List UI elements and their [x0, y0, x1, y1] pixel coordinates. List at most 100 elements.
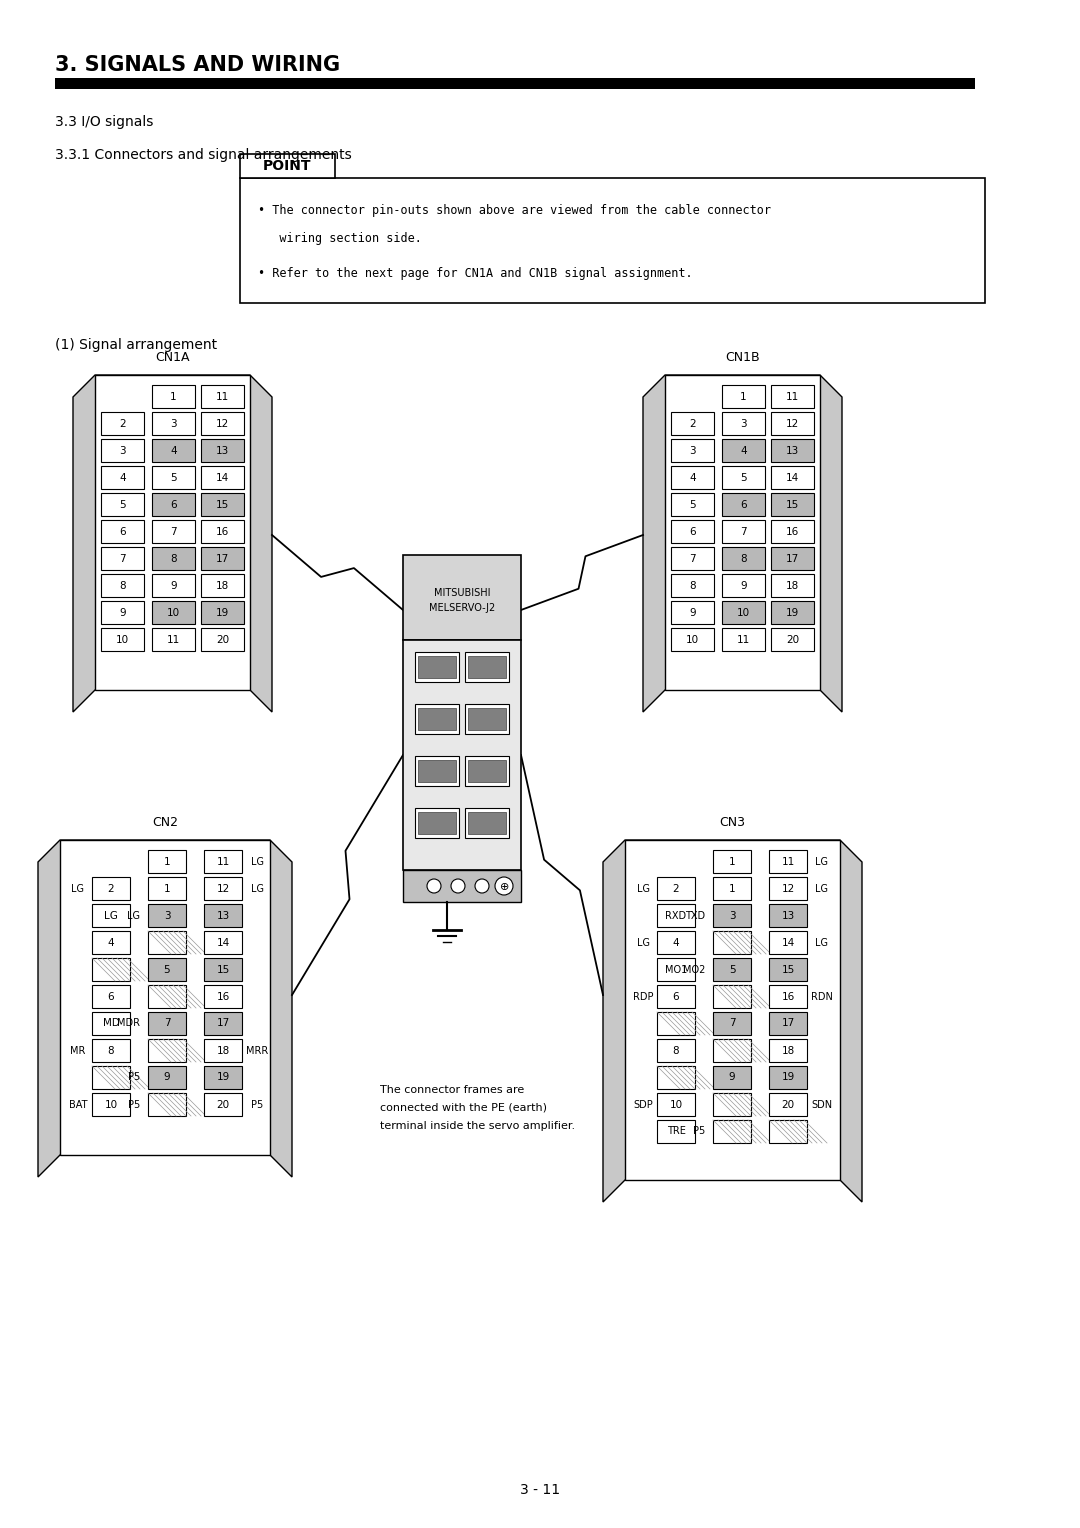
Text: 11: 11 — [781, 857, 795, 866]
Bar — [657, 1067, 696, 1089]
Text: LG: LG — [251, 883, 264, 894]
Text: 17: 17 — [781, 1019, 795, 1028]
Text: • Refer to the next page for CN1A and CN1B signal assignment.: • Refer to the next page for CN1A and CN… — [258, 266, 692, 280]
Bar — [152, 628, 195, 651]
Bar — [713, 1093, 751, 1115]
Text: 14: 14 — [216, 938, 230, 947]
Bar — [152, 385, 195, 408]
Text: 2: 2 — [673, 883, 679, 894]
Bar — [723, 466, 765, 489]
Bar — [204, 850, 242, 872]
Text: 3: 3 — [689, 446, 696, 455]
Text: 12: 12 — [781, 883, 795, 894]
Text: 11: 11 — [216, 391, 229, 402]
Text: 14: 14 — [786, 472, 799, 483]
Text: 3: 3 — [740, 419, 746, 428]
Text: CN3: CN3 — [719, 816, 745, 828]
Bar — [671, 520, 714, 542]
Bar — [657, 1012, 696, 1034]
Bar — [204, 905, 242, 927]
Text: 12: 12 — [786, 419, 799, 428]
Text: 11: 11 — [786, 391, 799, 402]
Text: 20: 20 — [786, 634, 799, 645]
Text: MRR: MRR — [246, 1045, 268, 1056]
Text: 17: 17 — [786, 553, 799, 564]
Text: $\oplus$: $\oplus$ — [499, 880, 509, 891]
Text: 13: 13 — [216, 446, 229, 455]
Bar — [204, 931, 242, 953]
Text: 20: 20 — [782, 1100, 795, 1109]
Bar — [418, 707, 456, 730]
Bar — [665, 374, 820, 691]
Text: 8: 8 — [171, 553, 177, 564]
Text: POINT: POINT — [262, 159, 311, 173]
Text: 8: 8 — [740, 553, 746, 564]
Text: 3: 3 — [729, 911, 735, 920]
Text: 2: 2 — [108, 883, 114, 894]
Bar — [204, 1093, 242, 1115]
Bar — [204, 877, 242, 900]
Text: 4: 4 — [740, 446, 746, 455]
Bar — [102, 628, 144, 651]
Circle shape — [495, 877, 513, 895]
Bar — [671, 601, 714, 623]
Text: 8: 8 — [108, 1045, 114, 1056]
Text: 7: 7 — [689, 553, 696, 564]
Text: The connector frames are: The connector frames are — [380, 1085, 524, 1096]
Bar — [148, 1012, 186, 1034]
Bar — [148, 1067, 186, 1089]
Text: 15: 15 — [216, 964, 230, 975]
Text: LG: LG — [104, 911, 118, 920]
Text: (1) Signal arrangement: (1) Signal arrangement — [55, 338, 217, 351]
Bar — [240, 154, 335, 177]
Text: 5: 5 — [740, 472, 746, 483]
Bar — [148, 958, 186, 981]
Bar — [769, 877, 807, 900]
Bar — [201, 439, 244, 461]
Text: 8: 8 — [119, 581, 125, 590]
Bar — [152, 520, 195, 542]
Bar — [201, 494, 244, 516]
Bar — [723, 628, 765, 651]
Bar — [415, 704, 459, 733]
Bar — [713, 877, 751, 900]
Polygon shape — [38, 840, 292, 1177]
Bar — [769, 1039, 807, 1062]
Bar — [148, 905, 186, 927]
Bar — [465, 704, 509, 733]
Text: P5: P5 — [692, 1126, 705, 1137]
Text: 9: 9 — [164, 1073, 171, 1082]
Bar — [769, 958, 807, 981]
Circle shape — [427, 879, 441, 892]
Text: CN2: CN2 — [152, 816, 178, 828]
Bar — [415, 756, 459, 785]
Text: 3. SIGNALS AND WIRING: 3. SIGNALS AND WIRING — [55, 55, 340, 75]
Bar — [657, 905, 696, 927]
Text: RDP: RDP — [633, 992, 653, 1001]
Bar — [769, 1012, 807, 1034]
Text: 13: 13 — [781, 911, 795, 920]
Bar — [152, 413, 195, 435]
Bar — [465, 756, 509, 785]
Text: MELSERVO-J2: MELSERVO-J2 — [429, 602, 495, 613]
Bar — [204, 1012, 242, 1034]
Bar — [671, 575, 714, 597]
Bar — [657, 1120, 696, 1143]
Bar — [415, 652, 459, 681]
Text: 4: 4 — [108, 938, 114, 947]
Text: 1: 1 — [171, 391, 177, 402]
Bar — [769, 850, 807, 872]
Text: MO2: MO2 — [683, 964, 705, 975]
Text: 6: 6 — [673, 992, 679, 1001]
Bar — [671, 439, 714, 461]
Text: 16: 16 — [781, 992, 795, 1001]
Text: 5: 5 — [164, 964, 171, 975]
Text: MDR: MDR — [117, 1019, 140, 1028]
Bar — [418, 656, 456, 678]
Bar — [148, 877, 186, 900]
Text: 9: 9 — [689, 608, 696, 617]
Text: 18: 18 — [781, 1045, 795, 1056]
Text: MO1: MO1 — [665, 964, 687, 975]
Text: wiring section side.: wiring section side. — [258, 232, 422, 244]
Bar — [152, 466, 195, 489]
